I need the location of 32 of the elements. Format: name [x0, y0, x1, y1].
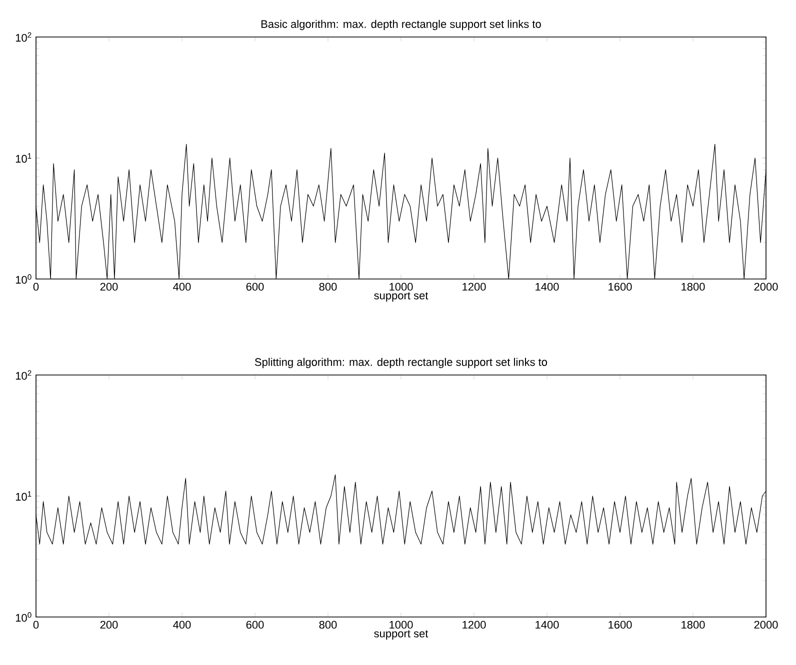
chart-title: Splitting algorithm: max. depth rectangle support set links to [254, 358, 548, 368]
x-tick-label: 0 [33, 620, 39, 629]
x-tick-label: 1400 [536, 282, 559, 291]
y-tick-label: 10$^{1}$ [16, 491, 32, 501]
y-tick-label: 10$^{2}$ [16, 370, 32, 380]
x-tick-label: 400 [173, 282, 191, 291]
y-tick-label: 10$^{2}$ [16, 32, 32, 42]
x-tick-label: 1600 [608, 282, 632, 291]
x-tick-label: 1800 [682, 620, 705, 629]
chart-title: Basic algorithm: max. depth rectangle support set links to [261, 20, 541, 30]
x-tick-label: 600 [246, 620, 264, 629]
x-tick-label: 1400 [536, 620, 559, 629]
x-tick-label: 200 [100, 620, 118, 629]
x-tick-label: 0 [33, 282, 39, 291]
x-tick-label: 600 [246, 282, 264, 291]
x-tick-label: 1200 [462, 282, 486, 291]
x-tick-label: 2000 [754, 620, 778, 629]
x-tick-label: 1200 [462, 620, 486, 629]
x-tick-label: 1000 [390, 620, 413, 629]
x-tick-label: 1600 [608, 620, 632, 629]
x-tick-label: 800 [319, 620, 337, 629]
x-tick-label: 1800 [682, 282, 705, 291]
x-axis-title: support set [374, 292, 428, 302]
x-tick-label: 800 [319, 282, 337, 291]
y-tick-label: 10$^{0}$ [16, 612, 32, 622]
x-tick-label: 200 [100, 282, 118, 291]
x-tick-label: 1000 [390, 282, 413, 291]
y-tick-label: 10$^{1}$ [16, 153, 32, 163]
x-tick-label: 400 [173, 620, 191, 629]
y-tick-label: 10$^{0}$ [16, 274, 32, 284]
x-axis-title: support set [374, 630, 428, 640]
x-tick-label: 2000 [754, 282, 778, 291]
